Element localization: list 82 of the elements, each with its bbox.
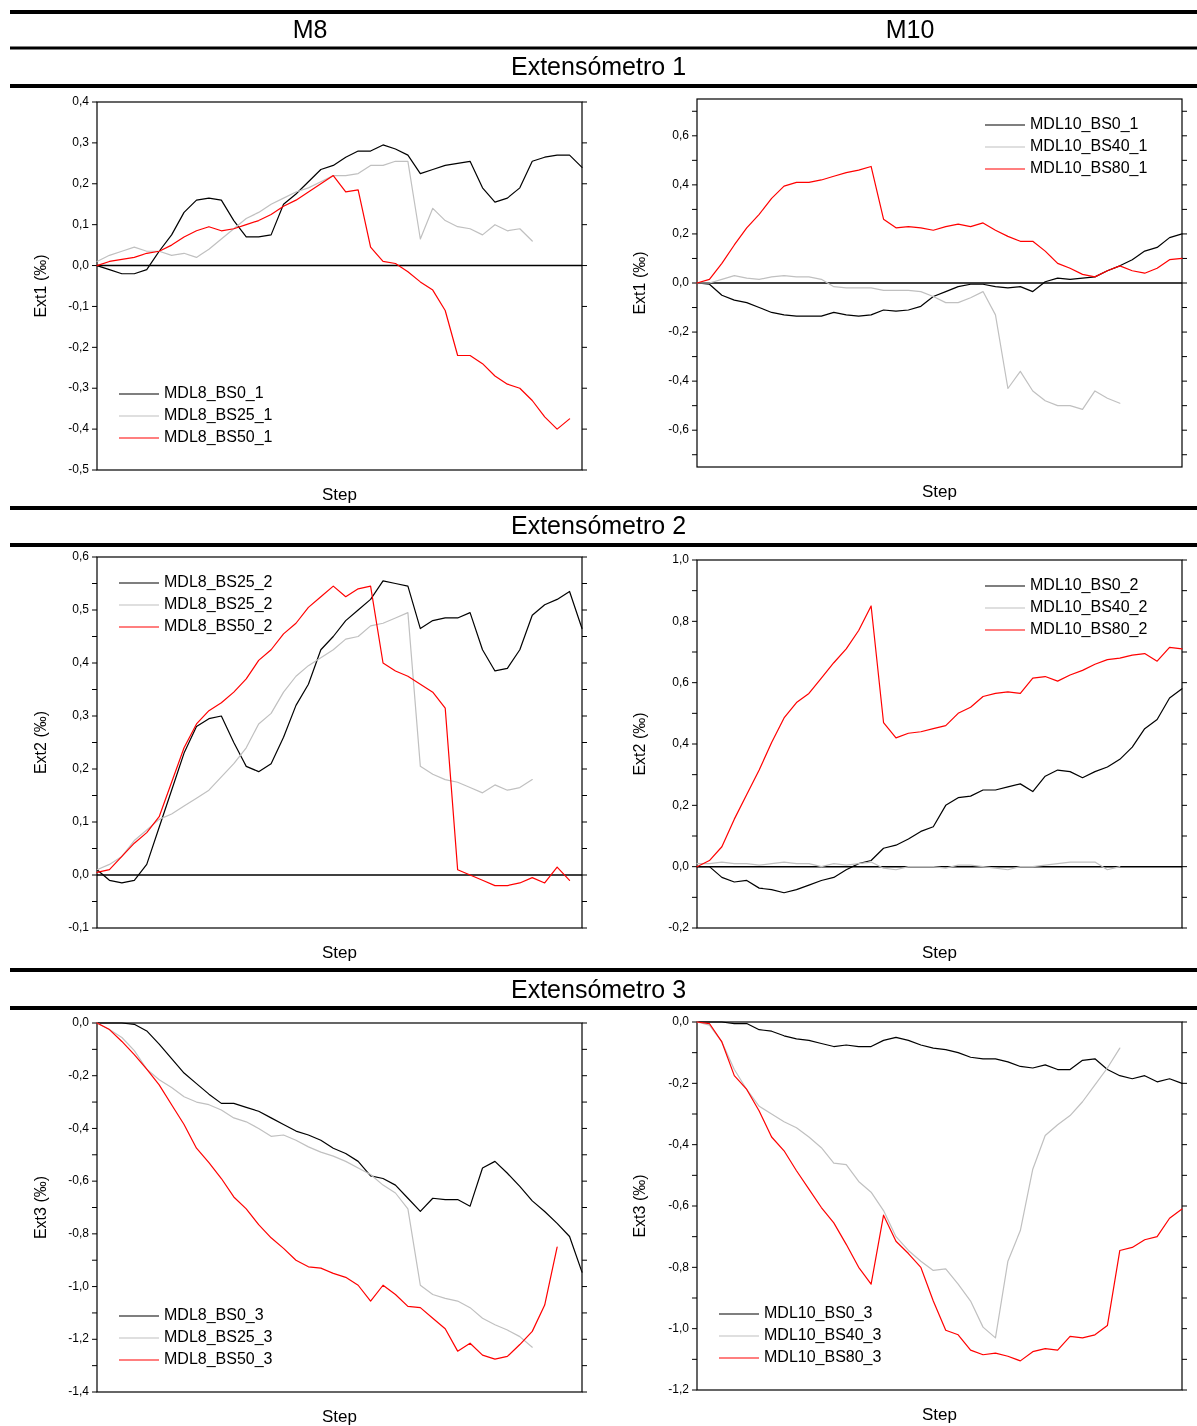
y-tick-label: 1,0 [672,552,690,567]
legend-label: MDL10_BS40_2 [1030,598,1148,617]
y-tick-label: 0,4 [72,655,90,670]
y-tick-label: -0,2 [68,339,90,354]
y-tick-label: -1,0 [68,1278,90,1293]
y-axis-title: Ext1 (‰) [32,254,49,318]
y-tick-label: -0,6 [68,1173,90,1188]
y-axis-title: Ext2 (‰) [631,712,648,776]
y-tick-label: -1,0 [668,1320,690,1335]
y-tick-label: 0,1 [72,814,90,829]
y-tick-label: 0,0 [672,858,690,873]
y-tick-label: 0,2 [72,175,90,190]
y-tick-label: 0,2 [672,226,690,241]
y-tick-label: -0,2 [668,324,690,339]
legend-label: MDL8_BS25_1 [164,406,273,425]
legend-label: MDL8_BS25_3 [164,1328,273,1347]
y-tick-label: 0,4 [672,177,690,192]
x-axis-title: Step [922,943,957,962]
x-axis-title: Step [922,1405,957,1424]
legend-label: MDL10_BS80_2 [1030,620,1148,639]
y-tick-label: -0,4 [68,421,90,436]
y-tick-label: 0,3 [72,708,90,723]
y-tick-label: -0,2 [68,1067,90,1082]
chart-title: Extensómetro 2 [510,510,687,539]
y-tick-label: 0,5 [72,602,90,617]
x-axis-title: Step [322,1407,357,1426]
y-tick-label: -0,1 [68,298,90,313]
y-tick-label: -0,3 [68,380,90,395]
y-tick-label: 0,6 [672,127,690,142]
x-axis-title: Step [322,485,357,504]
y-tick-label: 0,0 [72,867,90,882]
legend-label: MDL8_BS25_2 [164,595,273,614]
legend-label: MDL10_BS80_1 [1030,159,1148,178]
legend-label: MDL8_BS25_2 [164,573,273,592]
y-tick-label: 0,2 [672,797,690,812]
y-axis-title: Ext1 (‰) [631,251,648,315]
chart-title: Extensómetro 1 [510,51,687,80]
y-axis-title: Ext3 (‰) [32,1175,49,1240]
y-tick-label: -0,8 [68,1226,90,1241]
legend-label: MDL8_BS50_3 [164,1350,273,1369]
legend-label: MDL8_BS0_3 [164,1306,264,1325]
y-axis-title: Ext2 (‰) [32,710,49,775]
y-tick-label: -0,2 [668,920,690,935]
y-tick-label: -1,2 [68,1331,90,1346]
y-tick-label: 0,0 [672,275,690,290]
y-tick-label: -1,4 [68,1384,90,1399]
x-axis-title: Step [322,943,357,962]
y-tick-label: -0,1 [68,920,90,935]
legend-label: MDL10_BS40_3 [764,1326,882,1345]
legend-label: MDL10_BS40_1 [1030,137,1148,156]
y-tick-label: -1,2 [668,1382,690,1397]
y-tick-label: 0,4 [672,736,690,751]
legend-label: MDL10_BS80_3 [764,1348,882,1367]
legend-label: MDL10_BS0_2 [1030,576,1139,595]
y-tick-label: 0,0 [672,1014,690,1029]
y-tick-label: -0,4 [668,1136,690,1151]
y-tick-label: 0,6 [72,549,90,564]
y-tick-label: 0,1 [72,216,90,231]
legend-label: MDL8_BS50_2 [164,617,273,636]
legend-label: MDL10_BS0_3 [764,1304,873,1323]
legend-label: MDL10_BS0_1 [1030,115,1139,134]
text: M8 [292,14,328,43]
y-tick-label: 0,4 [72,94,90,109]
y-tick-label: 0,8 [672,613,690,628]
y-tick-label: 0,0 [72,1015,90,1030]
y-tick-label: -0,2 [668,1075,690,1090]
legend-label: MDL8_BS0_1 [164,384,264,403]
y-tick-label: -0,6 [668,1198,690,1213]
chart-title: Extensómetro 3 [510,974,687,1003]
y-tick-label: 0,6 [672,674,690,689]
y-tick-label: -0,4 [68,1120,90,1135]
y-tick-label: 0,3 [72,135,90,150]
x-axis-title: Step [922,482,957,501]
y-tick-label: -0,5 [68,462,90,477]
y-axis-title: Ext3 (‰) [631,1174,648,1238]
y-tick-label: -0,4 [668,373,690,388]
y-tick-label: 0,2 [72,761,90,776]
y-tick-label: -0,8 [668,1259,690,1274]
legend-label: MDL8_BS50_1 [164,428,273,447]
y-tick-label: -0,6 [668,422,690,437]
y-tick-label: 0,0 [72,257,90,272]
text: M10 [885,14,935,43]
